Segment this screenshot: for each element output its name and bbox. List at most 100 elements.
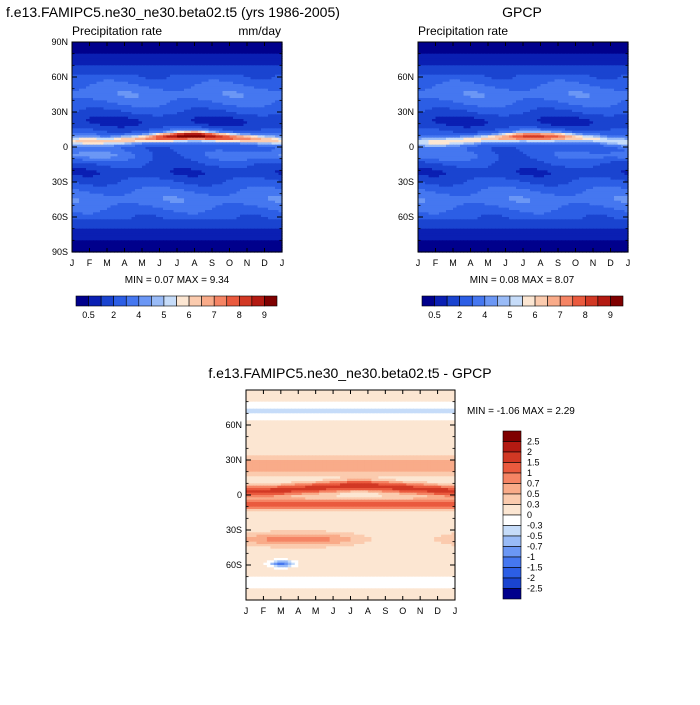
heatmap-cell	[72, 51, 77, 55]
heatmap-cell	[138, 156, 143, 160]
heatmap-cell	[268, 207, 273, 211]
heatmap-cell	[124, 205, 129, 209]
heatmap-cell	[138, 179, 143, 183]
heatmap-cell	[86, 184, 91, 188]
heatmap-cell	[163, 123, 168, 127]
heatmap-cell	[72, 179, 77, 183]
heatmap-cell	[240, 165, 245, 169]
heatmap-cell	[271, 91, 276, 94]
heatmap-cell	[219, 53, 224, 57]
heatmap-cell	[89, 186, 94, 190]
heatmap-cell	[184, 142, 189, 146]
heatmap-cell	[243, 112, 248, 115]
heatmap-cell	[145, 126, 150, 129]
heatmap-cell	[93, 53, 98, 57]
heatmap-cell	[72, 224, 77, 227]
heatmap-cell	[254, 233, 259, 237]
heatmap-cell	[177, 221, 182, 225]
heatmap-cell	[103, 177, 108, 181]
heatmap-cell	[121, 179, 126, 183]
heatmap-cell	[110, 77, 115, 80]
heatmap-cell	[184, 175, 189, 178]
heatmap-cell	[177, 175, 182, 178]
heatmap-cell	[86, 156, 91, 160]
heatmap-cell	[201, 105, 206, 108]
heatmap-cell	[275, 51, 280, 55]
heatmap-cell	[121, 112, 126, 115]
heatmap-cell	[72, 133, 77, 136]
heatmap-cell	[170, 88, 175, 92]
heatmap-cell	[128, 95, 133, 99]
heatmap-cell	[124, 147, 129, 150]
heatmap-cell	[149, 65, 154, 69]
heatmap-cell	[243, 149, 248, 153]
heatmap-cell	[124, 210, 129, 213]
heatmap-cell	[205, 196, 210, 199]
heatmap-cell	[194, 189, 199, 192]
heatmap-cell	[142, 179, 147, 183]
heatmap-cell	[124, 56, 129, 59]
heatmap-cell	[156, 109, 161, 113]
heatmap-cell	[254, 107, 259, 111]
heatmap-cell	[268, 84, 273, 87]
heatmap-cell	[131, 217, 136, 220]
heatmap-cell	[93, 154, 98, 157]
heatmap-cell	[261, 198, 266, 202]
heatmap-cell	[257, 226, 262, 230]
heatmap-cell	[201, 112, 206, 115]
heatmap-cell	[201, 191, 206, 195]
heatmap-cell	[226, 123, 231, 127]
heatmap-cell	[222, 158, 227, 162]
heatmap-cell	[219, 198, 224, 202]
heatmap-cell	[131, 182, 136, 185]
heatmap-cell	[128, 123, 133, 127]
heatmap-cell	[100, 172, 105, 176]
heatmap-cell	[124, 67, 129, 71]
heatmap-cell	[219, 149, 224, 153]
heatmap-cell	[124, 189, 129, 192]
heatmap-cell	[86, 154, 91, 157]
heatmap-cell	[226, 170, 231, 174]
heatmap-cell	[149, 84, 154, 87]
heatmap-cell	[131, 149, 136, 153]
heatmap-cell	[75, 224, 80, 227]
heatmap-cell	[82, 133, 87, 136]
heatmap-cell	[275, 121, 280, 125]
heatmap-cell	[177, 191, 182, 195]
heatmap-cell	[226, 165, 231, 169]
heatmap-cell	[166, 100, 171, 104]
heatmap-cell	[180, 184, 185, 188]
heatmap-cell	[201, 151, 206, 155]
heatmap-cell	[264, 56, 269, 59]
heatmap-cell	[233, 177, 238, 181]
heatmap-cell	[163, 198, 168, 202]
heatmap-cell	[205, 51, 210, 55]
heatmap-cell	[261, 170, 266, 174]
heatmap-cell	[236, 207, 241, 211]
heatmap-cell	[201, 177, 206, 181]
heatmap-cell	[156, 42, 161, 45]
heatmap-cell	[156, 175, 161, 178]
heatmap-cell	[275, 205, 280, 209]
heatmap-cell	[152, 84, 157, 87]
heatmap-cell	[261, 140, 266, 143]
heatmap-cell	[131, 233, 136, 237]
heatmap-cell	[229, 228, 234, 232]
heatmap-cell	[79, 112, 84, 115]
heatmap-cell	[96, 46, 101, 50]
heatmap-cell	[128, 212, 133, 216]
heatmap-cell	[194, 140, 199, 143]
heatmap-cell	[173, 144, 178, 148]
heatmap-cell	[145, 74, 150, 78]
heatmap-cell	[152, 154, 157, 157]
heatmap-cell	[103, 60, 108, 64]
heatmap-cell	[201, 214, 206, 218]
heatmap-cell	[247, 165, 252, 169]
heatmap-cell	[173, 205, 178, 209]
heatmap-cell	[208, 100, 213, 104]
heatmap-cell	[114, 44, 119, 48]
heatmap-cell	[271, 182, 276, 185]
heatmap-cell	[72, 177, 77, 181]
heatmap-cell	[149, 67, 154, 71]
heatmap-cell	[180, 219, 185, 223]
